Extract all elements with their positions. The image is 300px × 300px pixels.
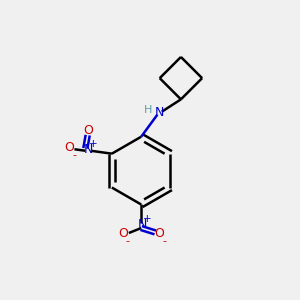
Text: +: + [143,214,152,224]
Text: O: O [154,227,164,240]
Text: N: N [84,143,93,156]
Text: O: O [83,124,93,136]
Text: -: - [72,150,76,160]
Text: O: O [118,227,128,240]
Text: O: O [64,141,74,154]
Text: -: - [126,236,130,246]
Text: -: - [163,236,167,246]
Text: +: + [89,139,98,149]
Text: H: H [144,105,152,115]
Text: N: N [137,218,147,231]
Text: N: N [155,106,164,119]
